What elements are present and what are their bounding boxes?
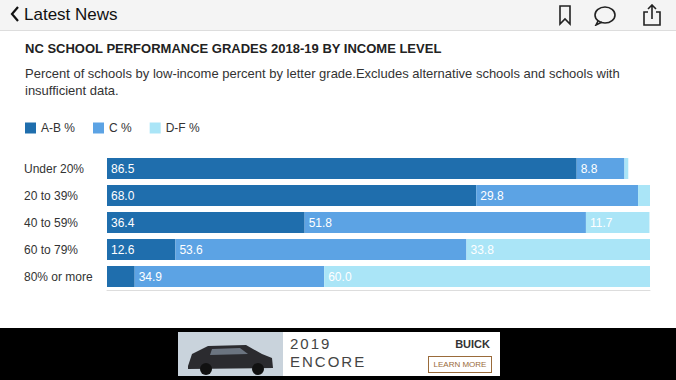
html-text:2019: 2019: [290, 335, 332, 352]
svg-text:20 to 39%: 20 to 39%: [24, 189, 78, 203]
svg-text:D-F %: D-F %: [166, 121, 200, 135]
svg-text:51.8: 51.8: [309, 216, 333, 230]
svg-text:8.8: 8.8: [581, 162, 598, 176]
svg-text:60 to 79%: 60 to 79%: [24, 243, 78, 257]
html-text:BUICK: BUICK: [455, 338, 490, 350]
svg-text:86.5: 86.5: [111, 162, 135, 176]
svg-text:Under 20%: Under 20%: [24, 162, 84, 176]
html-text:LEARN MORE: LEARN MORE: [433, 360, 487, 369]
svg-text:A-B %: A-B %: [41, 121, 75, 135]
svg-text:60.0: 60.0: [328, 270, 352, 284]
svg-text:68.0: 68.0: [111, 189, 135, 203]
svg-text:33.8: 33.8: [470, 243, 494, 257]
svg-text:34.9: 34.9: [139, 270, 163, 284]
svg-text:36.4: 36.4: [111, 216, 135, 230]
svg-text:29.8: 29.8: [480, 189, 504, 203]
svg-text:11.7: 11.7: [590, 216, 613, 230]
svg-text:53.6: 53.6: [179, 243, 203, 257]
svg-text:80% or more: 80% or more: [24, 270, 93, 284]
svg-text:insufficient data.: insufficient data.: [25, 83, 119, 98]
svg-text:C %: C %: [109, 121, 132, 135]
svg-text:40 to 59%: 40 to 59%: [24, 216, 78, 230]
svg-text:12.6: 12.6: [111, 243, 135, 257]
svg-text:NC SCHOOL PERFORMANCE GRADES 2: NC SCHOOL PERFORMANCE GRADES 2018-19 BY …: [25, 41, 441, 56]
html-text:Latest News: Latest News: [24, 5, 118, 24]
svg-text:Percent of schools by low-inco: Percent of schools by low-income percent…: [25, 66, 623, 81]
html-text:ENCORE: ENCORE: [290, 353, 367, 370]
